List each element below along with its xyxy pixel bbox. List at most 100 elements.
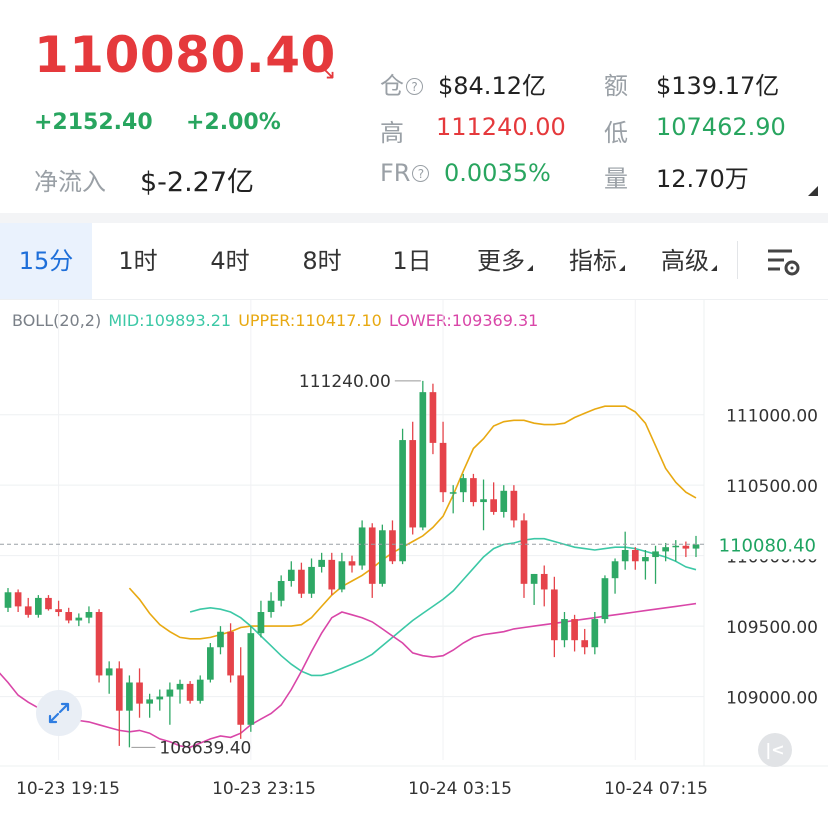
candle	[470, 473, 477, 507]
down-arrow-icon: ↘	[318, 60, 337, 85]
candle	[500, 485, 508, 518]
candle-body	[419, 392, 427, 528]
boll-lower-value: LOWER:109369.31	[388, 311, 539, 330]
tab-label: 4时	[210, 247, 250, 275]
candle-body	[470, 478, 477, 503]
candle-body	[500, 490, 508, 512]
candle-body	[368, 527, 376, 584]
candle-body	[530, 573, 538, 584]
candlestick-chart[interactable]: 111000.00110500.00110000.00109500.001090…	[0, 300, 828, 814]
net-inflow-value: $-2.27亿	[140, 167, 255, 198]
candle	[480, 479, 487, 531]
candle-body	[4, 592, 12, 608]
candle-body	[551, 589, 558, 641]
candle	[429, 383, 437, 455]
candle-body	[480, 499, 487, 503]
candle-body	[196, 679, 204, 701]
candles	[4, 380, 700, 748]
candle-body	[247, 633, 255, 725]
candle-body	[14, 592, 22, 607]
tab-more[interactable]: 更多	[466, 223, 544, 299]
candle	[24, 597, 32, 618]
candle	[348, 555, 356, 573]
y-tick-label: 111000.00	[726, 407, 818, 427]
candle	[45, 595, 52, 611]
candle-body	[126, 682, 133, 711]
candle	[4, 588, 12, 613]
candle-body	[85, 612, 93, 618]
boll-lower-line	[0, 602, 697, 749]
candle-body	[277, 581, 285, 601]
tab-1d[interactable]: 1日	[372, 223, 452, 299]
candle	[581, 628, 589, 655]
candle-body	[105, 668, 113, 676]
y-tick-label: 110500.00	[726, 477, 818, 497]
tab-4h[interactable]: 4时	[188, 223, 272, 299]
candle	[530, 573, 538, 605]
volume-label: 量	[604, 165, 628, 193]
candle	[389, 520, 396, 565]
price-change: +2152.40	[34, 110, 153, 135]
grid-lines: 111000.00110500.00110000.00109500.001090…	[0, 300, 828, 799]
tab-label: 1时	[118, 247, 158, 275]
candle	[14, 589, 22, 613]
tab-15m[interactable]: 15分	[0, 223, 92, 299]
help-icon[interactable]: ?	[406, 78, 423, 95]
candle	[227, 623, 234, 683]
candle	[237, 647, 245, 739]
current-price-label: 110080.40	[719, 535, 816, 556]
tab-advanced[interactable]: 高级	[650, 223, 728, 299]
candle-body	[348, 561, 356, 566]
tab-label: 高级	[661, 247, 709, 275]
candle	[287, 561, 295, 587]
candle-body	[662, 547, 669, 552]
k-line-reset-button[interactable]: |<	[758, 733, 792, 767]
candle-body	[176, 683, 184, 690]
open-interest-label-text: 仓	[380, 72, 404, 100]
candle	[247, 626, 255, 732]
x-tick-label: 10-23 23:15	[212, 779, 316, 799]
candle	[379, 524, 386, 587]
k-reset-icon: |<	[765, 740, 785, 759]
tab-label: 指标	[569, 247, 617, 275]
candle	[449, 485, 457, 514]
candle	[591, 612, 599, 655]
candle-body	[399, 440, 406, 562]
boll-legend[interactable]: BOLL(20,2) MID:109893.21 UPPER:110417.10…	[12, 311, 538, 330]
boll-upper-line	[128, 405, 697, 640]
dropdown-indicator-icon	[527, 265, 533, 271]
candle	[207, 643, 214, 683]
dropdown-indicator-icon	[711, 265, 717, 271]
expand-corner-icon[interactable]	[808, 186, 818, 196]
candle-body	[75, 617, 83, 621]
tab-label: 15分	[18, 247, 74, 275]
candle-body	[561, 619, 568, 641]
tab-8h[interactable]: 8时	[280, 223, 364, 299]
min-price-label: 108639.40	[159, 738, 251, 758]
candle	[611, 558, 619, 594]
candle-body	[24, 606, 32, 615]
candle	[631, 547, 639, 570]
open-interest-label[interactable]: 仓?	[380, 66, 423, 101]
tab-1h[interactable]: 1时	[96, 223, 180, 299]
candle-body	[520, 520, 528, 584]
expand-arrows-icon	[48, 702, 70, 724]
candle-body	[115, 668, 123, 711]
help-icon[interactable]: ?	[412, 165, 430, 182]
tab-label: 更多	[477, 247, 525, 275]
candle	[318, 552, 325, 573]
candle	[217, 626, 224, 655]
candle-body	[621, 550, 629, 562]
tab-indicators[interactable]: 指标	[558, 223, 636, 299]
fullscreen-button[interactable]	[36, 690, 82, 736]
candle-body	[358, 527, 366, 566]
tab-label: 8时	[302, 247, 342, 275]
candle	[652, 545, 659, 584]
chart-settings-icon[interactable]	[766, 246, 802, 278]
candle	[95, 609, 103, 683]
funding-rate-label-text: FR	[380, 159, 411, 187]
candle	[459, 473, 467, 503]
x-tick-label: 10-24 03:15	[408, 779, 512, 799]
funding-rate-label[interactable]: FR?	[380, 159, 430, 187]
candle-body	[459, 478, 467, 493]
